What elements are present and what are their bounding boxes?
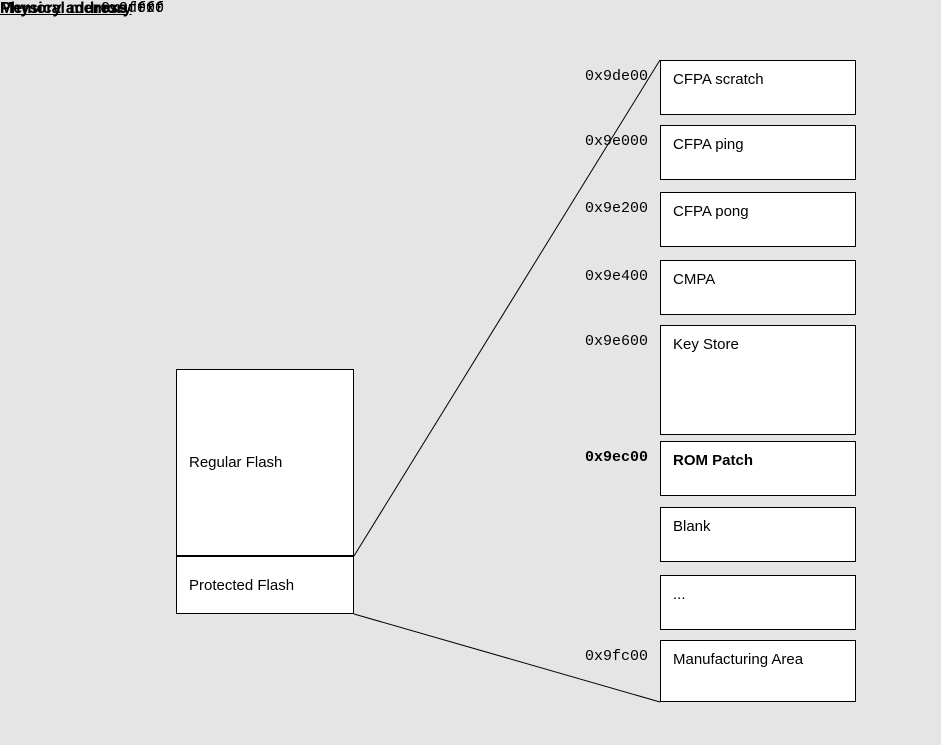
right-box-1: CFPA ping (660, 125, 856, 180)
label-protected-flash: Protected Flash (189, 577, 294, 594)
right-box-5: ROM Patch (660, 441, 856, 496)
right-addr-3: 0x9e400 (0, 268, 648, 285)
right-addr-0: 0x9de00 (0, 68, 648, 85)
right-box-6: Blank (660, 507, 856, 562)
right-box-3: CMPA (660, 260, 856, 315)
diagram-root: Memory address Physical memory 0x0 0x9de… (0, 0, 941, 745)
right-box-4: Key Store (660, 325, 856, 435)
right-addr-8: 0x9fc00 (0, 648, 648, 665)
right-box-8: Manufacturing Area (660, 640, 856, 702)
right-box-2: CFPA pong (660, 192, 856, 247)
right-addr-2: 0x9e200 (0, 200, 648, 217)
right-addr-5: 0x9ec00 (0, 449, 648, 466)
left-addr-2: 0x9ffff (0, 0, 164, 17)
right-addr-1: 0x9e000 (0, 133, 648, 150)
right-box-7: ... (660, 575, 856, 630)
box-protected-flash: Protected Flash (176, 556, 354, 614)
right-box-0: CFPA scratch (660, 60, 856, 115)
right-addr-4: 0x9e600 (0, 333, 648, 350)
